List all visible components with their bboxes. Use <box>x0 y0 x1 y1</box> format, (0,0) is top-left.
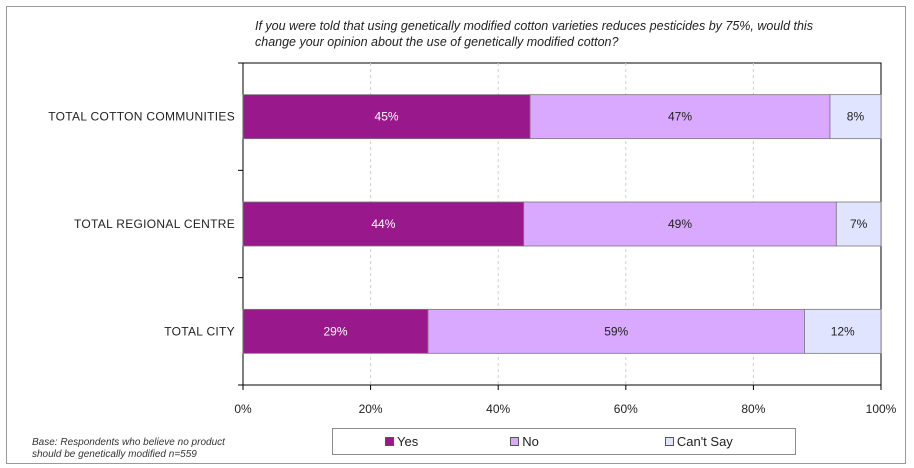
legend-label: Yes <box>397 434 419 449</box>
bar-segment <box>242 308 429 354</box>
x-tick-label: 0% <box>234 402 252 416</box>
bar-data-label: 47% <box>668 110 692 124</box>
bar-segment <box>529 94 831 140</box>
category-label: TOTAL CITY <box>164 324 235 338</box>
footnote: Base: Respondents who believe no product… <box>32 437 292 461</box>
x-tick-label: 80% <box>741 402 765 416</box>
bar-segment <box>835 201 882 247</box>
bar-data-label: 8% <box>847 110 865 124</box>
bar-segment <box>242 201 525 247</box>
bar-data-label: 7% <box>850 217 868 231</box>
chart-title: If you were told that using genetically … <box>255 19 813 49</box>
bar-segment <box>804 308 882 354</box>
legend-swatch <box>510 437 520 446</box>
legend-item: Can't Say <box>664 434 733 449</box>
bar-data-label: 49% <box>668 217 692 231</box>
chart-legend: Yes No Can't Say <box>332 428 796 455</box>
x-tick-label: 60% <box>614 402 638 416</box>
legend-swatch <box>385 437 394 446</box>
x-tick-label: 20% <box>359 402 383 416</box>
legend-swatch <box>664 437 674 446</box>
bar-data-label: 59% <box>604 324 628 338</box>
category-label: TOTAL COTTON COMMUNITIES <box>48 110 235 124</box>
bar-segment <box>427 308 805 354</box>
x-tick-label: 40% <box>486 402 510 416</box>
bar-segment <box>829 94 882 140</box>
footnote-line-2: should be genetically modified n=559 <box>32 449 197 460</box>
bar-data-label: 45% <box>375 110 399 124</box>
x-tick-label: 100% <box>866 402 897 416</box>
bar-segment <box>523 201 837 247</box>
legend-item: Yes <box>385 434 418 449</box>
legend-item: No <box>510 434 539 449</box>
bar-data-label: 44% <box>371 217 395 231</box>
footnote-line-1: Base: Respondents who believe no product <box>32 437 225 448</box>
bar-data-label: 12% <box>831 324 855 338</box>
legend-label: Can't Say <box>676 434 733 449</box>
category-label: TOTAL REGIONAL CENTRE <box>74 217 235 231</box>
bar-data-label: 29% <box>323 324 347 338</box>
legend-label: No <box>522 434 539 449</box>
bar-segment <box>242 94 531 140</box>
